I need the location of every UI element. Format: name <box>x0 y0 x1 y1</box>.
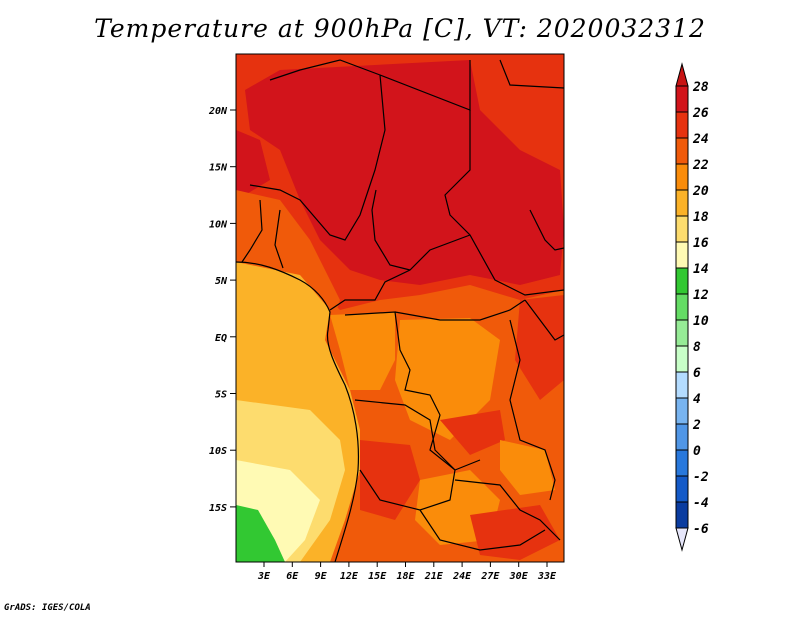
lon-tick-label: 12E <box>340 571 359 582</box>
colorbar-label: 2 <box>692 418 701 433</box>
lat-tick-label: 10S <box>209 446 227 457</box>
lat-tick-label: EQ <box>215 333 227 344</box>
colorbar-label: -6 <box>693 522 709 537</box>
lon-tick-label: 30E <box>509 571 529 582</box>
country-borders <box>236 59 564 562</box>
colorbar-label: 22 <box>692 158 709 173</box>
colorbar-label: 28 <box>692 80 709 95</box>
lon-tick-label: 15E <box>368 571 387 582</box>
colorbar-swatch <box>675 397 689 425</box>
colorbar-swatch <box>675 345 689 373</box>
lon-tick-label: 33E <box>537 571 557 582</box>
lat-tick-label: 15N <box>209 163 228 174</box>
colorbar-swatch <box>675 449 689 477</box>
lat-tick-label: 15S <box>209 503 227 514</box>
colorbar-swatch <box>675 111 689 139</box>
map-frame <box>235 53 565 563</box>
lon-tick-label: 6E <box>286 571 299 582</box>
colorbar-bottom-arrow <box>675 527 689 552</box>
colorbar-swatch <box>675 85 689 113</box>
temperature-field <box>236 54 564 562</box>
map-title: Temperature at 900hPa [C], VT: 202003231… <box>94 14 706 43</box>
colorbar-swatch <box>675 423 689 451</box>
colorbar-label: 24 <box>692 132 709 147</box>
lat-tick-label: 5N <box>215 276 228 287</box>
colorbar-swatch <box>675 241 689 269</box>
colorbar-swatch <box>675 371 689 399</box>
lon-tick-label: 18E <box>396 571 415 582</box>
colorbar-label: 14 <box>693 262 709 277</box>
colorbar-swatch <box>675 475 689 503</box>
colorbar-label: 10 <box>693 314 709 329</box>
latitude-axis: 20N 15N 10N 5N EQ 5S 10S 15S <box>208 106 236 514</box>
colorbar-swatch <box>675 189 689 217</box>
lon-tick-label: 21E <box>424 571 444 582</box>
colorbar-label: 6 <box>693 366 701 381</box>
colorbar-swatch <box>675 319 689 347</box>
lat-tick-label: 20N <box>208 106 228 117</box>
colorbar-label: 8 <box>693 340 701 355</box>
colorbar-swatch <box>675 501 689 529</box>
colorbar-swatch <box>675 137 689 165</box>
colorbar-label: -4 <box>693 496 709 511</box>
colorbar-label: 18 <box>693 210 709 225</box>
lon-tick-label: 24E <box>452 571 472 582</box>
colorbar-label: 26 <box>692 106 709 121</box>
colorbar-swatch <box>675 163 689 191</box>
longitude-axis: 3E 6E 9E 12E 15E 18E 21E 24E 27E 30E 33E <box>257 562 557 582</box>
colorbar-label: 4 <box>693 392 701 407</box>
footer-credit: GrADS: IGES/COLA <box>4 603 91 613</box>
lat-tick-label: 5S <box>215 390 227 401</box>
lon-tick-label: 27E <box>480 571 500 582</box>
lon-tick-label: 9E <box>315 571 328 582</box>
colorbar-label: -2 <box>693 470 709 485</box>
lon-tick-label: 3E <box>257 571 271 582</box>
colorbar-swatch <box>675 293 689 321</box>
colorbar-swatch <box>675 215 689 243</box>
colorbar-swatch <box>675 267 689 295</box>
colorbar-label: 12 <box>693 288 709 303</box>
colorbar-label: 0 <box>693 444 701 459</box>
colorbar-top-arrow <box>675 62 689 87</box>
lat-tick-label: 10N <box>209 219 228 230</box>
colorbar-label: 16 <box>693 236 709 251</box>
colorbar-label: 20 <box>692 184 709 199</box>
